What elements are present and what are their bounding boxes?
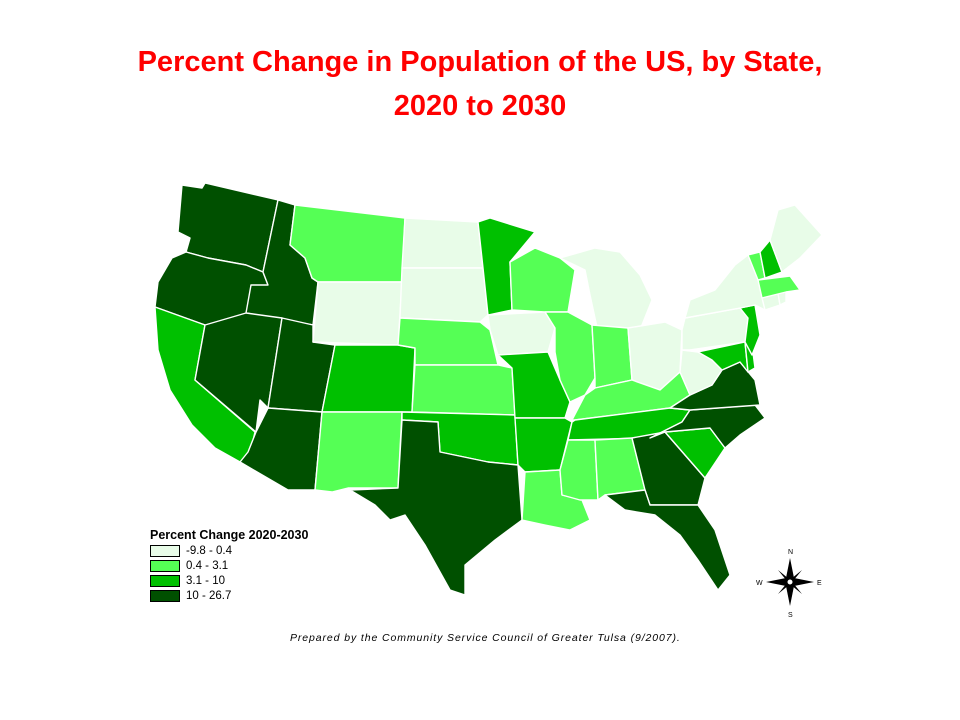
- legend-swatch: [150, 575, 180, 587]
- map-credit: Prepared by the Community Service Counci…: [290, 632, 681, 644]
- legend-label: 0.4 - 3.1: [186, 560, 229, 572]
- state-NC: [649, 404, 766, 449]
- legend-title: Percent Change 2020-2030: [150, 528, 309, 542]
- state-TX: [349, 419, 523, 596]
- state-IN: [591, 324, 633, 389]
- state-MI: [559, 247, 653, 333]
- legend-item: -9.8 - 0.4: [150, 544, 350, 558]
- compass-rose-icon: N S E W: [756, 549, 822, 619]
- state-ME: [769, 204, 823, 273]
- legend-swatch: [150, 545, 180, 557]
- state-SD: [399, 267, 489, 323]
- legend-swatch: [150, 560, 180, 572]
- map-legend: Percent Change 2020-2030 -9.8 - 0.4 0.4 …: [150, 527, 350, 603]
- page-title: Percent Change in Population of the US, …: [60, 40, 900, 128]
- state-MO: [497, 351, 571, 419]
- legend-label: 10 - 26.7: [186, 590, 232, 602]
- state-WY: [312, 281, 403, 346]
- state-KS: [411, 364, 516, 416]
- state-WI: [509, 247, 576, 313]
- compass-west-label: W: [756, 580, 763, 587]
- state-MA: [757, 275, 801, 299]
- title-line-1: Percent Change in Population of the US, …: [137, 46, 823, 78]
- state-MS: [559, 439, 599, 501]
- state-IA: [487, 311, 556, 356]
- compass-south-label: S: [788, 612, 793, 619]
- legend-item: 0.4 - 3.1: [150, 559, 350, 573]
- legend-label: 3.1 - 10: [186, 575, 225, 587]
- legend-label: -9.8 - 0.4: [186, 545, 233, 557]
- state-NV: [194, 312, 283, 433]
- state-FL: [604, 489, 731, 591]
- state-ND: [401, 217, 484, 269]
- legend-item: 10 - 26.7: [150, 589, 350, 603]
- state-NM: [314, 411, 403, 493]
- compass-north-label: N: [788, 549, 793, 556]
- compass-east-label: E: [817, 580, 822, 587]
- state-IL: [544, 311, 596, 403]
- legend-swatch: [150, 590, 180, 602]
- legend-item: 3.1 - 10: [150, 574, 350, 588]
- state-CO: [321, 344, 416, 413]
- title-line-2: 2020 to 2030: [393, 90, 567, 122]
